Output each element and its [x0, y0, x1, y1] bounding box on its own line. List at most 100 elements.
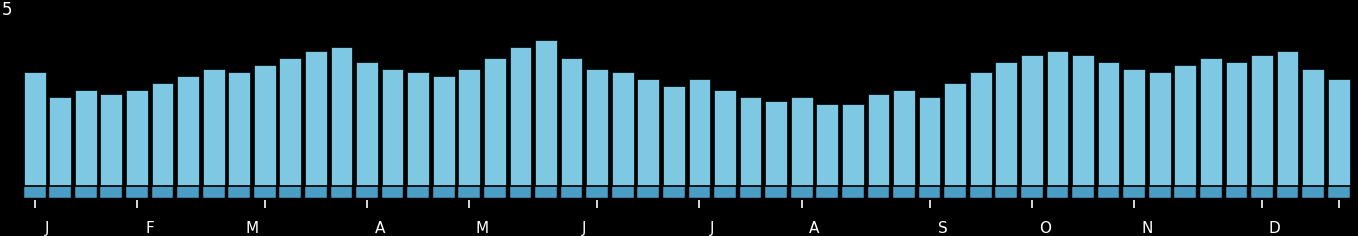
Bar: [254, 186, 276, 198]
Text: M: M: [475, 221, 489, 236]
Bar: [919, 186, 941, 198]
Bar: [766, 186, 788, 198]
Bar: [228, 186, 250, 198]
Bar: [740, 97, 762, 186]
Bar: [816, 104, 838, 186]
Text: J: J: [45, 221, 50, 236]
Text: N: N: [1141, 221, 1153, 236]
Bar: [1302, 69, 1324, 186]
Bar: [1225, 62, 1247, 186]
Bar: [459, 69, 481, 186]
Bar: [202, 69, 224, 186]
Bar: [842, 104, 864, 186]
Bar: [280, 186, 301, 198]
Bar: [49, 186, 71, 198]
Text: D: D: [1268, 221, 1281, 236]
Bar: [1047, 51, 1069, 186]
Bar: [970, 186, 991, 198]
Bar: [1328, 186, 1350, 198]
Bar: [306, 51, 327, 186]
Bar: [280, 58, 301, 186]
Bar: [663, 186, 684, 198]
Bar: [433, 76, 455, 186]
Bar: [1097, 62, 1119, 186]
Bar: [24, 72, 46, 186]
Bar: [637, 79, 659, 186]
Bar: [1251, 186, 1272, 198]
Bar: [1225, 186, 1247, 198]
Bar: [970, 72, 991, 186]
Bar: [126, 90, 148, 186]
Bar: [535, 186, 557, 198]
Bar: [202, 186, 224, 198]
Text: J: J: [710, 221, 714, 236]
Bar: [177, 76, 198, 186]
Bar: [894, 90, 915, 186]
Bar: [1200, 58, 1222, 186]
Bar: [1302, 186, 1324, 198]
Bar: [535, 40, 557, 186]
Bar: [177, 186, 198, 198]
Bar: [356, 62, 378, 186]
Bar: [49, 97, 71, 186]
Bar: [152, 83, 174, 186]
Bar: [995, 62, 1017, 186]
Bar: [944, 186, 966, 198]
Text: A: A: [375, 221, 386, 236]
Bar: [561, 58, 583, 186]
Bar: [75, 90, 96, 186]
Bar: [1123, 186, 1145, 198]
Bar: [1097, 186, 1119, 198]
Bar: [306, 186, 327, 198]
Bar: [689, 186, 710, 198]
Bar: [1123, 69, 1145, 186]
Bar: [894, 186, 915, 198]
Bar: [995, 186, 1017, 198]
Bar: [842, 186, 864, 198]
Bar: [407, 186, 429, 198]
Bar: [1277, 186, 1298, 198]
Bar: [1149, 72, 1171, 186]
Bar: [766, 101, 788, 186]
Bar: [1200, 186, 1222, 198]
Bar: [483, 58, 505, 186]
Bar: [790, 186, 812, 198]
Bar: [433, 186, 455, 198]
Bar: [152, 186, 174, 198]
Bar: [868, 186, 889, 198]
Bar: [1175, 65, 1196, 186]
Bar: [1328, 79, 1350, 186]
Bar: [1073, 55, 1095, 186]
Bar: [587, 186, 608, 198]
Bar: [790, 97, 812, 186]
Bar: [24, 186, 46, 198]
Text: O: O: [1039, 221, 1051, 236]
Bar: [868, 94, 889, 186]
Bar: [612, 186, 634, 198]
Bar: [100, 94, 122, 186]
Text: F: F: [145, 221, 153, 236]
Bar: [663, 86, 684, 186]
Bar: [483, 186, 505, 198]
Bar: [100, 186, 122, 198]
Bar: [228, 72, 250, 186]
Bar: [1021, 55, 1043, 186]
Bar: [1277, 51, 1298, 186]
Bar: [587, 69, 608, 186]
Bar: [1073, 186, 1095, 198]
Bar: [919, 97, 941, 186]
Bar: [459, 186, 481, 198]
Bar: [407, 72, 429, 186]
Bar: [126, 186, 148, 198]
Text: S: S: [937, 221, 948, 236]
Bar: [509, 186, 531, 198]
Bar: [561, 186, 583, 198]
Bar: [1149, 186, 1171, 198]
Bar: [714, 186, 736, 198]
Text: J: J: [583, 221, 587, 236]
Bar: [637, 186, 659, 198]
Bar: [75, 186, 96, 198]
Bar: [816, 186, 838, 198]
Bar: [714, 90, 736, 186]
Bar: [944, 83, 966, 186]
